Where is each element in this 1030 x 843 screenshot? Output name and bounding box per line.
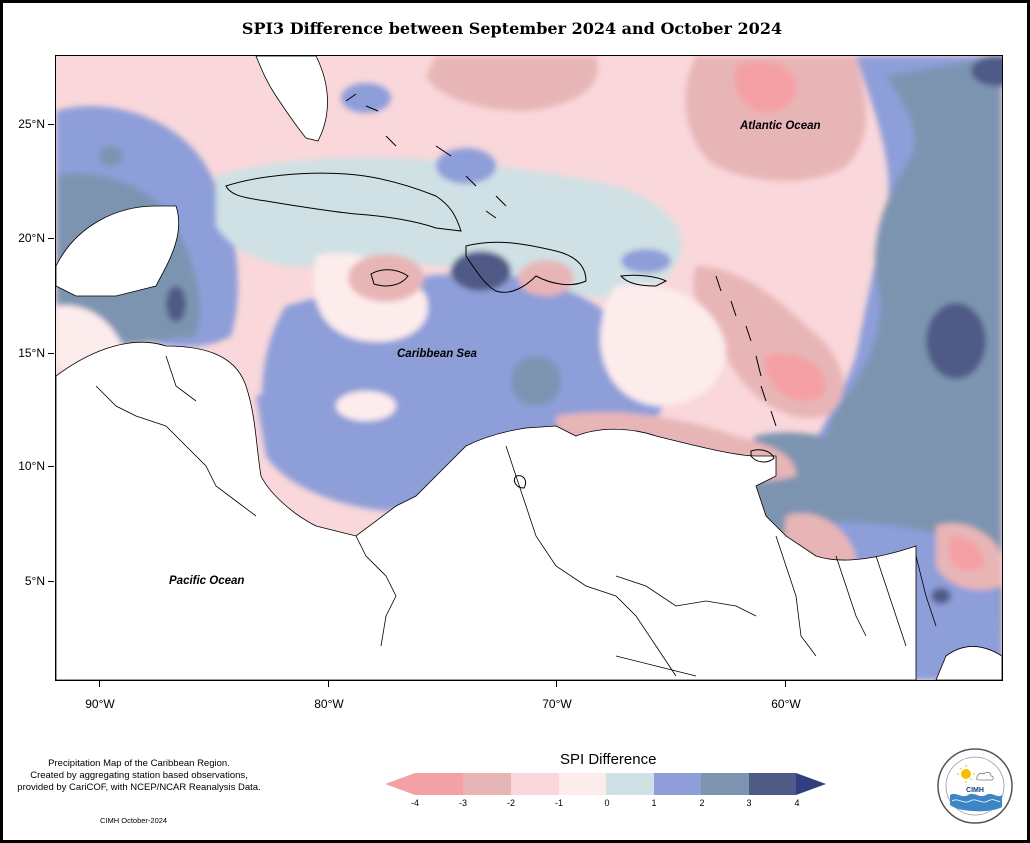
legend-swatch [701, 773, 749, 795]
legend-colorbar [385, 773, 826, 795]
y-tick [48, 581, 54, 582]
y-label-20n: 20°N [18, 231, 45, 245]
x-tick [556, 681, 557, 687]
legend-swatch [511, 773, 559, 795]
legend-arrow-left [385, 773, 415, 795]
legend-label: 4 [794, 798, 800, 808]
island-outlines [225, 93, 777, 489]
legend-swatch [749, 773, 796, 795]
legend-label: 3 [746, 798, 752, 808]
spi-contour-map [56, 56, 1002, 680]
cimh-logo-icon: CIMH [937, 748, 1013, 824]
note-line: Created by aggregating station based obs… [30, 770, 248, 781]
legend-swatch [463, 773, 511, 795]
legend-arrow-right [796, 773, 826, 795]
note-line: provided by CariCOF, with NCEP/NCAR Rean… [17, 782, 261, 793]
legend-label: 0 [604, 798, 610, 808]
label-pacific-ocean: Pacific Ocean [169, 575, 245, 587]
x-label-90w: 90°W [85, 697, 115, 711]
y-label-5n: 5°N [24, 574, 45, 588]
legend-title: SPI Difference [560, 751, 657, 768]
x-tick [99, 681, 100, 687]
legend-swatch [415, 773, 463, 795]
y-label-10n: 10°N [18, 459, 45, 473]
country-borders [95, 355, 937, 677]
y-tick [48, 124, 54, 125]
x-label-60w: 60°W [771, 697, 801, 711]
note-line: Precipitation Map of the Caribbean Regio… [48, 758, 230, 769]
map-description: Precipitation Map of the Caribbean Regio… [4, 758, 274, 794]
map-credit: CIMH October-2024 [100, 816, 168, 825]
spi-map: Atlantic Ocean Caribbean Sea Pacific Oce… [55, 55, 1003, 681]
y-label-15n: 15°N [18, 346, 45, 360]
land-mask [56, 56, 1002, 680]
legend-swatch [606, 773, 654, 795]
legend-label: 1 [651, 798, 657, 808]
legend-label: -3 [458, 798, 467, 808]
y-label-25n: 25°N [18, 117, 45, 131]
y-tick [48, 353, 54, 354]
legend-label: -1 [554, 798, 563, 808]
label-atlantic-ocean: Atlantic Ocean [740, 120, 821, 132]
legend-label: 2 [699, 798, 705, 808]
x-label-80w: 80°W [314, 697, 344, 711]
legend-label: -2 [506, 798, 515, 808]
x-label-70w: 70°W [542, 697, 572, 711]
legend-swatch [654, 773, 701, 795]
legend-label: -4 [410, 798, 419, 808]
x-tick [785, 681, 786, 687]
y-tick [48, 466, 54, 467]
legend-swatch [559, 773, 606, 795]
map-title: SPI3 Difference between September 2024 a… [241, 19, 783, 38]
y-tick [48, 238, 54, 239]
label-caribbean-sea: Caribbean Sea [397, 348, 477, 360]
x-tick [328, 681, 329, 687]
logo-text: CIMH [966, 787, 984, 794]
